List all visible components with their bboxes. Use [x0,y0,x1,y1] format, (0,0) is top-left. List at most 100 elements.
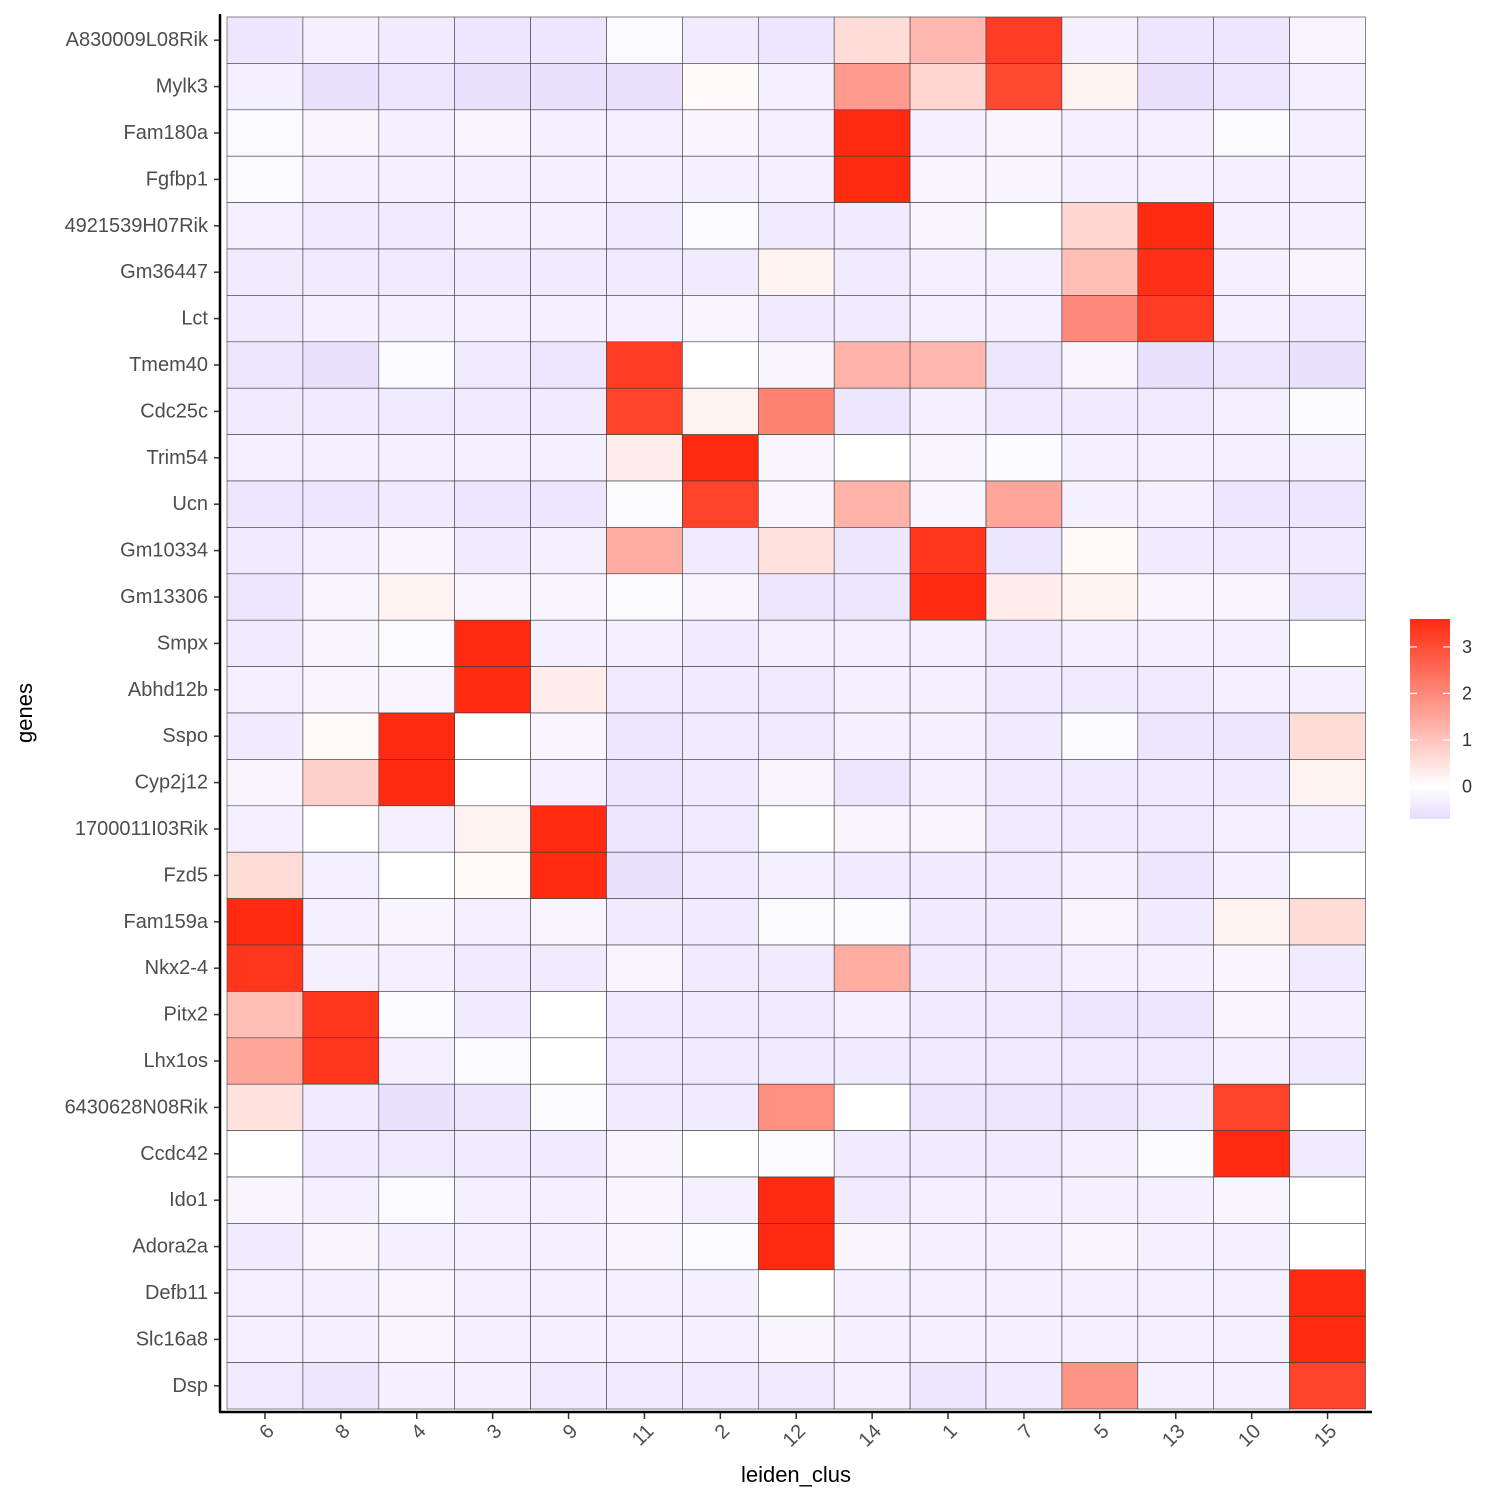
y-tick-label: Dsp [172,1375,208,1397]
y-tick-label: Defb11 [145,1282,208,1304]
heatmap-cell [378,109,455,157]
heatmap-cell [226,1083,304,1131]
heatmap-cell [606,1269,683,1317]
heatmap-cell [1061,898,1139,946]
heatmap-cell [530,527,607,575]
heatmap-cell [1137,1083,1215,1131]
heatmap-cell [1213,666,1290,714]
heatmap-cell [1061,1037,1139,1085]
y-tick-label: Abhd12b [128,679,208,701]
heatmap-cell [682,619,759,667]
heatmap-cell [985,851,1063,899]
heatmap-cell [1213,295,1290,343]
heatmap-cell [1213,341,1290,389]
heatmap-cell [302,1037,380,1085]
heatmap-cell [682,805,759,853]
heatmap-cell [833,1269,911,1317]
heatmap-cell [302,1083,380,1131]
y-tick-label: Mylk3 [156,76,208,98]
heatmap-cell [378,619,455,667]
y-tick-label: Adora2a [132,1236,208,1258]
heatmap-cell [1137,1269,1215,1317]
heatmap-cell [454,712,531,760]
heatmap-cell [757,991,835,1039]
heatmap-cell [833,527,911,575]
heatmap-cell [1213,759,1290,807]
heatmap-cell [1289,944,1366,992]
heatmap-cell [226,712,304,760]
heatmap-cell [1289,1362,1366,1410]
heatmap-cell [226,295,304,343]
heatmap-cell [226,155,304,203]
heatmap-cell [606,16,683,64]
heatmap-cell [985,666,1063,714]
heatmap-cell [1061,1362,1139,1410]
heatmap-cell [757,387,835,435]
heatmap-cell [1289,480,1366,528]
heatmap-cell [757,944,835,992]
heatmap-cell [454,480,531,528]
heatmap-cell [1289,434,1366,482]
y-tick-label: Slc16a8 [136,1328,208,1350]
y-tick-label: Ido1 [169,1189,208,1211]
heatmap-cell [1213,387,1290,435]
heatmap-cell [378,573,455,621]
heatmap-cell [530,1130,607,1178]
heatmap-cell [454,805,531,853]
heatmap-cell [757,341,835,389]
heatmap-cell [1137,109,1215,157]
heatmap-cell [1061,16,1139,64]
heatmap-cell [682,759,759,807]
heatmap-cell [909,898,987,946]
heatmap-cell [1289,851,1366,899]
heatmap-cell [302,387,380,435]
heatmap-cell [833,1130,911,1178]
heatmap-cell [226,434,304,482]
heatmap-cell [454,851,531,899]
heatmap-cell [985,1269,1063,1317]
heatmap-cell [226,1362,304,1410]
heatmap-cell [226,1130,304,1178]
heatmap-cell [606,712,683,760]
heatmap-cell [909,387,987,435]
heatmap-cell [985,1315,1063,1363]
y-tick-label: Lhx1os [144,1050,209,1072]
heatmap-cell [302,295,380,343]
heatmap-cell [833,155,911,203]
heatmap-cell [985,109,1063,157]
heatmap-cell [1213,991,1290,1039]
heatmap-cell [682,16,759,64]
heatmap-cell [454,1130,531,1178]
heatmap-cell [530,991,607,1039]
heatmap-cell [302,1176,380,1224]
heatmap-cell [1289,248,1366,296]
heatmap-cell [1289,387,1366,435]
heatmap-cell [833,1362,911,1410]
heatmap-cell [378,527,455,575]
heatmap-cell [985,341,1063,389]
heatmap-cell [530,805,607,853]
heatmap-cell [1213,1315,1290,1363]
heatmap-cell [530,1362,607,1410]
heatmap-cell [1213,202,1290,250]
heatmap-cell [378,1223,455,1271]
heatmap-cell [1137,991,1215,1039]
heatmap-cell [682,1362,759,1410]
heatmap-cell [530,712,607,760]
heatmap-cell [985,805,1063,853]
heatmap-cell [1061,480,1139,528]
heatmap-cell [302,851,380,899]
heatmap-cell [909,851,987,899]
heatmap-cells [226,16,1366,1410]
heatmap-cell [1213,1269,1290,1317]
x-tick-label: 6 [255,1420,278,1443]
heatmap-cell [454,944,531,992]
heatmap-cell [1213,712,1290,760]
heatmap-cell [226,1176,304,1224]
heatmap-cell [606,619,683,667]
heatmap-cell [1289,991,1366,1039]
heatmap-cell [606,295,683,343]
heatmap-cell [909,295,987,343]
heatmap-cell [226,573,304,621]
x-tick-label: 12 [779,1420,810,1451]
